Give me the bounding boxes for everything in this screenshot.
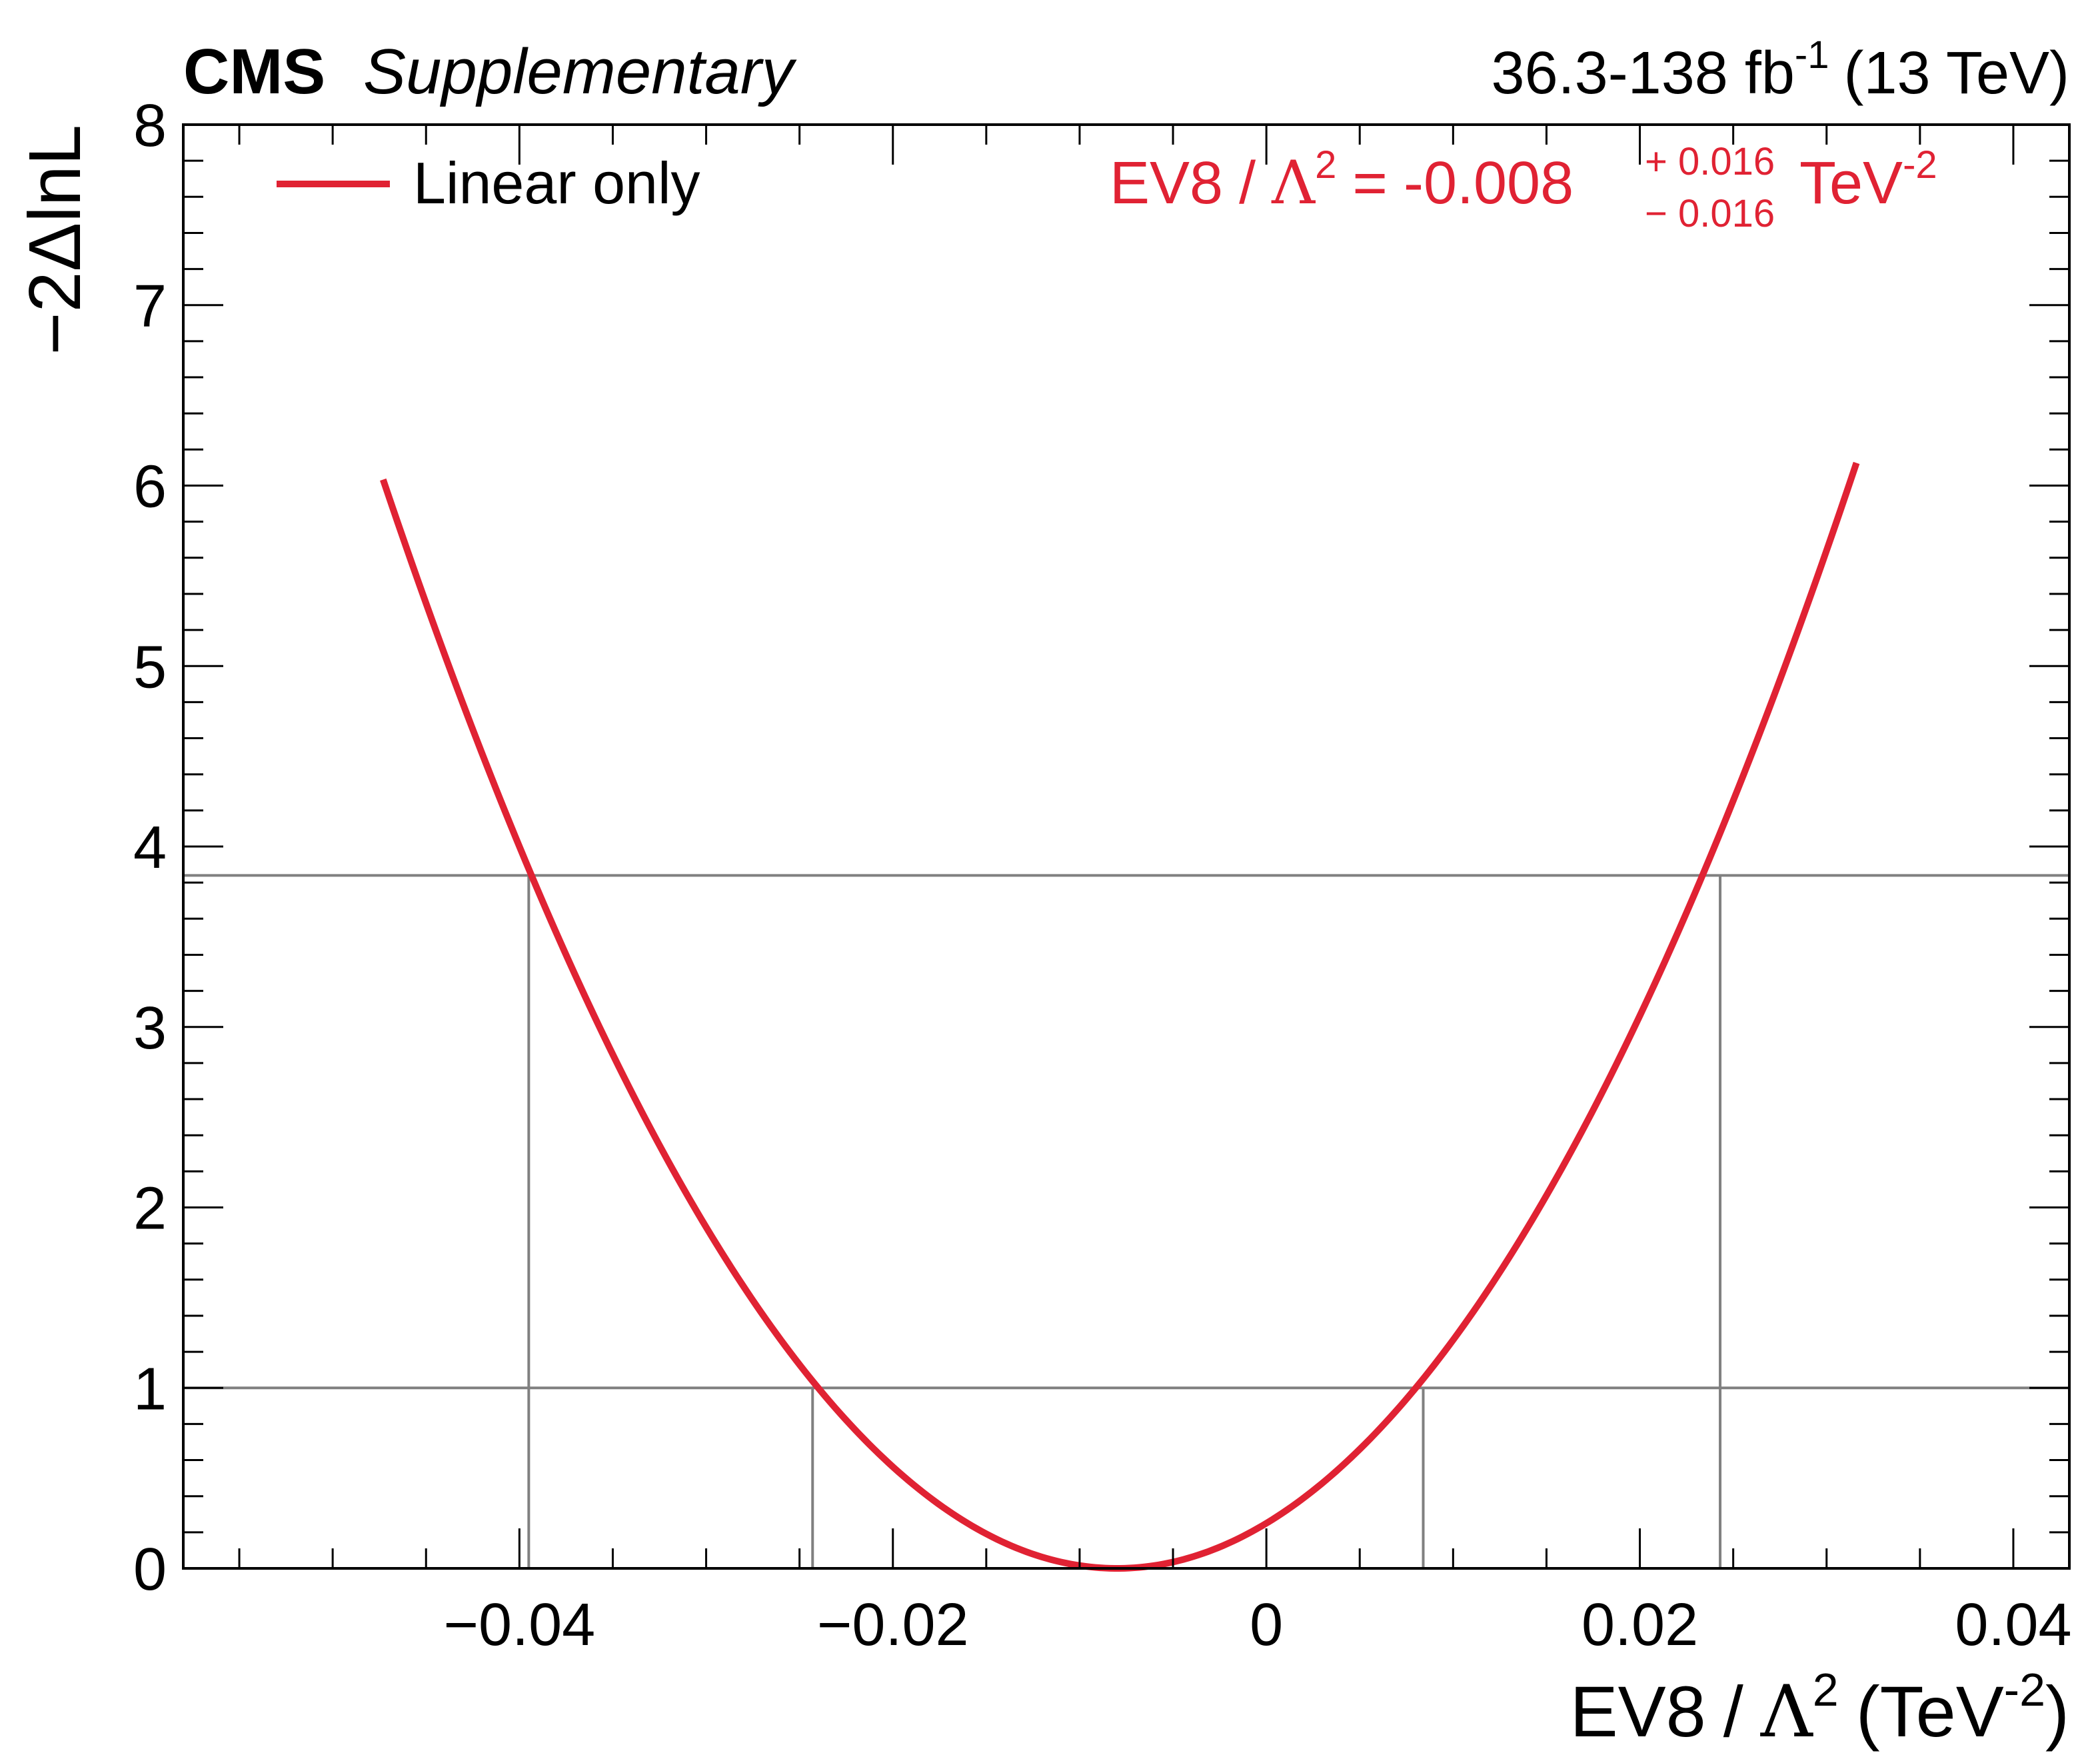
experiment-label: CMS	[183, 36, 325, 107]
result-best-fit: -0.008	[1404, 150, 1574, 217]
x-tick-label: 0.02	[1581, 1592, 1698, 1658]
x-axis-unit-power: -2	[2004, 1664, 2045, 1716]
result-error-down: − 0.016	[1645, 192, 1775, 235]
y-tick-label: 1	[133, 1356, 167, 1422]
y-tick-label: 6	[133, 454, 167, 521]
fit-result: EV8/Λ2 = -0.008 + 0.016 − 0.016 TeV-2	[1110, 140, 1937, 235]
result-error-up: + 0.016	[1645, 140, 1775, 183]
x-tick-label: −0.02	[817, 1592, 969, 1658]
x-axis-unit-close: )	[2045, 1671, 2069, 1752]
x-axis-unit-open: (TeV	[1856, 1671, 2004, 1752]
y-tick-label: 4	[133, 815, 167, 881]
y-axis-title: −2ΔlnL	[14, 125, 96, 355]
y-tick-label: 8	[133, 93, 167, 159]
x-axis-title: EV8/Λ2 (TeV-2)	[1570, 1664, 2069, 1754]
energy-label: (13 TeV)	[1843, 40, 2069, 107]
lumi-label: 36.3-138 fb-1 (13 TeV)	[1492, 33, 2069, 107]
result-parameter: EV8	[1110, 150, 1223, 217]
result-separator: /	[1239, 150, 1256, 217]
legend-label: Linear only	[413, 150, 700, 216]
svg-text:TeV-2: TeV-2	[1799, 143, 1937, 217]
y-tick-label: 2	[133, 1176, 167, 1242]
status-label: Supplementary	[363, 36, 797, 107]
result-lambda: Λ	[1271, 148, 1316, 218]
result-unit-power: -2	[1903, 143, 1937, 187]
lumi-exponent: -1	[1795, 33, 1829, 77]
reference-lines	[183, 874, 2069, 1568]
x-tick-label: −0.04	[443, 1592, 595, 1658]
y-tick-label: 5	[133, 634, 167, 701]
axis-ticks	[183, 123, 2069, 1570]
plot-frame	[182, 123, 2071, 1570]
svg-text:EV8/Λ2=-0.008: EV8/Λ2 = -0.008	[1110, 143, 1574, 218]
y-tick-label: 0	[133, 1536, 167, 1603]
x-axis-lambda: Λ	[1760, 1670, 1814, 1754]
lumi-value: 36.3-138 fb	[1492, 40, 1795, 107]
result-lambda-power: 2	[1315, 143, 1336, 187]
result-equals: =	[1352, 150, 1388, 217]
x-axis-lambda-power: 2	[1813, 1664, 1839, 1716]
result-unit: TeV	[1799, 150, 1903, 217]
x-tick-label: 0	[1250, 1592, 1283, 1658]
curve-layer	[380, 461, 1860, 1572]
series-line-0	[380, 461, 1860, 1572]
y-tick-label: 3	[133, 995, 167, 1062]
x-tick-label: 0.04	[1955, 1592, 2071, 1658]
y-tick-label: 7	[133, 273, 167, 340]
x-axis-param: EV8	[1570, 1671, 1706, 1752]
axis-tick-labels: −0.04 −0.02 0 0.02 0.04 0 1 2 3 4 5 6 7 8	[133, 93, 2072, 1658]
x-axis-sep: /	[1723, 1671, 1743, 1752]
